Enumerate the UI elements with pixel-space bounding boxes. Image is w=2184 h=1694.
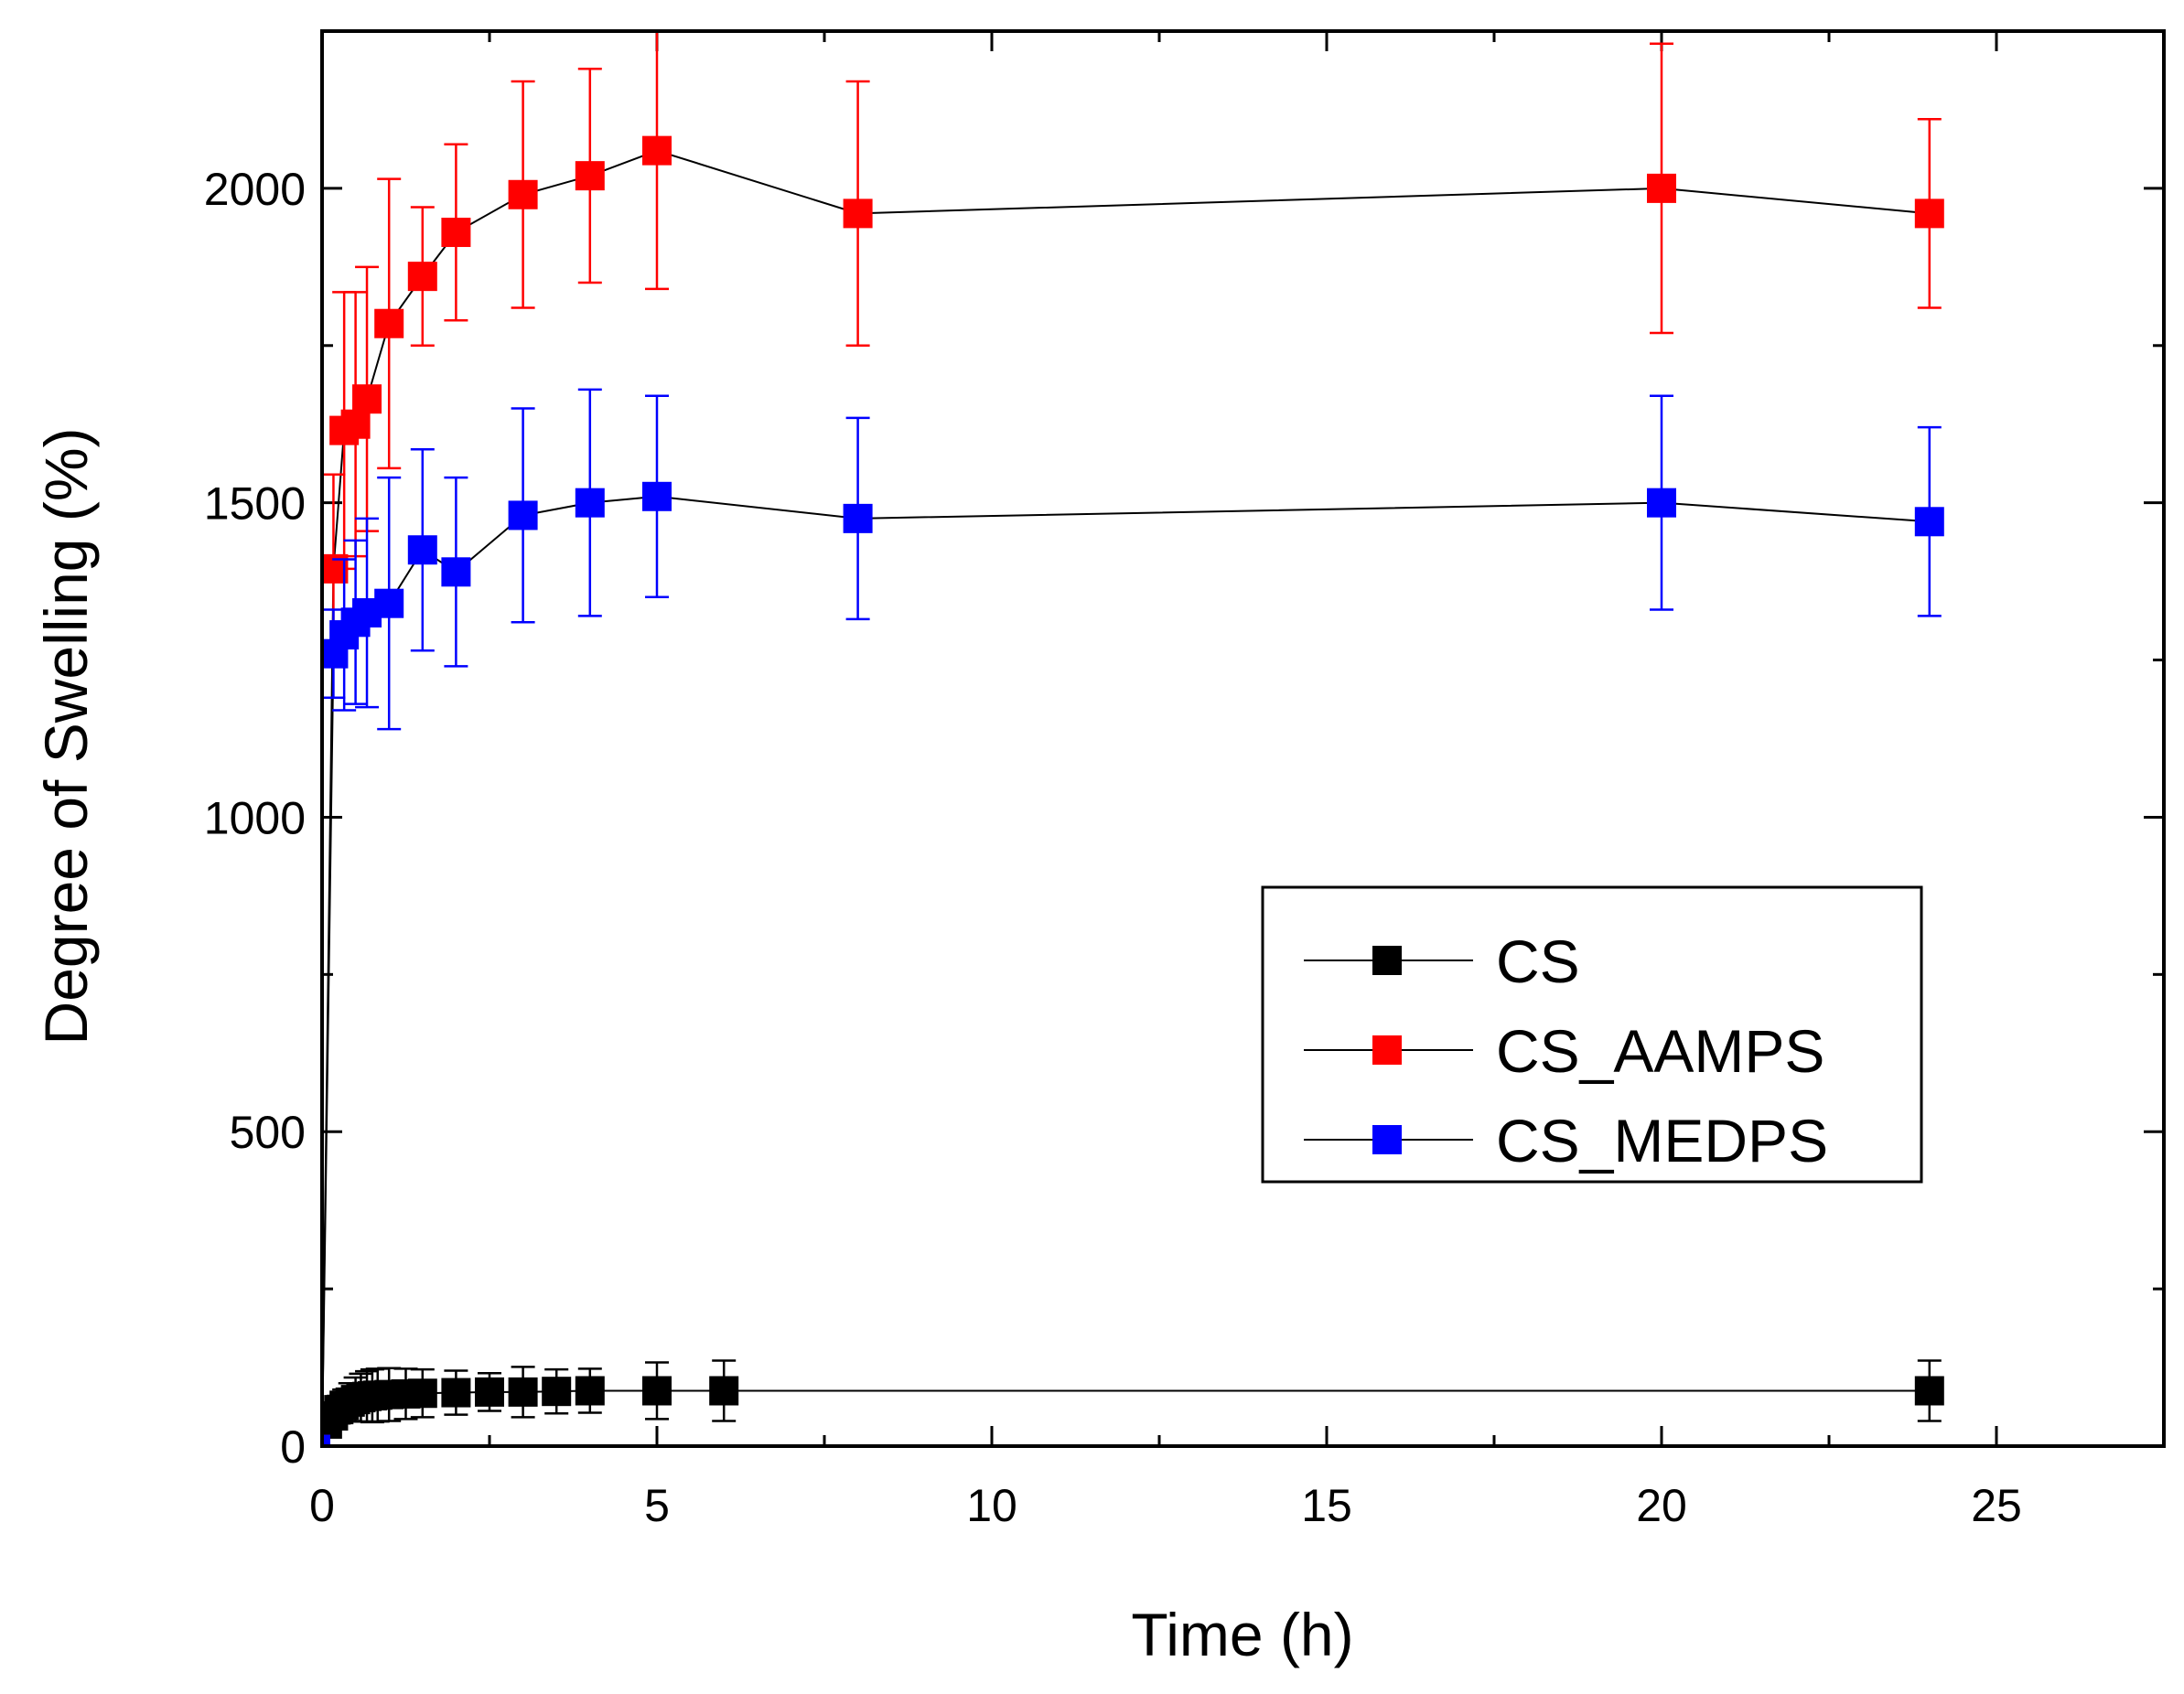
- series-line-cs-aamps: [322, 149, 1930, 1443]
- x-tick-label: 15: [1301, 1480, 1352, 1531]
- data-point: [542, 1377, 572, 1407]
- data-point: [441, 218, 471, 248]
- data-point: [352, 384, 382, 414]
- data-point: [508, 1377, 538, 1407]
- data-point: [1647, 173, 1676, 203]
- data-point: [1914, 507, 1944, 537]
- data-point: [374, 308, 404, 338]
- axes-layer: 0 5 10 15 20 25 0 500 1000 1500 2000: [204, 31, 2164, 1531]
- legend-marker: [1372, 946, 1402, 975]
- x-axis-title: Time (h): [1131, 1601, 1353, 1668]
- data-point: [475, 1377, 504, 1407]
- data-point: [642, 1376, 672, 1406]
- x-tick-label: 20: [1636, 1480, 1687, 1531]
- y-tick-label: 0: [280, 1421, 306, 1473]
- legend-item-cs-medps: CS_MEDPS: [1304, 1107, 1828, 1174]
- legend: CS CS_AAMPS CS_MEDPS: [1261, 885, 1923, 1184]
- x-tick-label: 0: [309, 1480, 335, 1531]
- legend-marker: [1372, 1125, 1402, 1154]
- data-point: [340, 409, 371, 439]
- legend-label: CS: [1496, 927, 1580, 995]
- data-point: [843, 198, 873, 229]
- data-point: [407, 1378, 437, 1409]
- data-point: [1914, 1376, 1944, 1406]
- data-point: [1914, 198, 1944, 229]
- x-tick-label: 10: [966, 1480, 1017, 1531]
- data-point: [575, 488, 605, 518]
- series-cs-medps: [322, 388, 1944, 1446]
- data-point: [575, 161, 605, 191]
- legend-item-cs: CS: [1304, 927, 1580, 995]
- data-point: [709, 1376, 739, 1406]
- data-point: [508, 500, 538, 531]
- data-point: [441, 557, 471, 587]
- series-cs: [322, 1359, 1944, 1446]
- data-point: [843, 503, 873, 533]
- data-point: [642, 135, 672, 166]
- data-point: [575, 1376, 605, 1406]
- data-point: [441, 1378, 471, 1408]
- data-point: [642, 481, 672, 511]
- y-axis-title: Degree of Swelling (%): [32, 428, 100, 1045]
- y-tick-label: 500: [230, 1107, 306, 1158]
- series-layer: [322, 31, 1944, 1446]
- x-tick-label: 25: [1971, 1480, 2022, 1531]
- data-point: [374, 588, 404, 618]
- legend-item-cs-aamps: CS_AAMPS: [1304, 1017, 1824, 1085]
- data-point: [1647, 488, 1676, 518]
- plot-frame: [320, 29, 2166, 1448]
- x-tick-label: 5: [644, 1480, 670, 1531]
- legend-label: CS_AAMPS: [1496, 1017, 1824, 1085]
- data-point: [322, 1434, 330, 1446]
- y-tick-label: 2000: [204, 164, 306, 215]
- data-point: [407, 535, 437, 565]
- legend-marker: [1372, 1035, 1402, 1065]
- y-tick-label: 1500: [204, 478, 306, 530]
- series-cs-aamps: [322, 31, 1944, 1446]
- data-point: [508, 179, 538, 209]
- data-point: [407, 262, 437, 292]
- y-tick-label: 1000: [204, 792, 306, 843]
- legend-label: CS_MEDPS: [1496, 1107, 1828, 1174]
